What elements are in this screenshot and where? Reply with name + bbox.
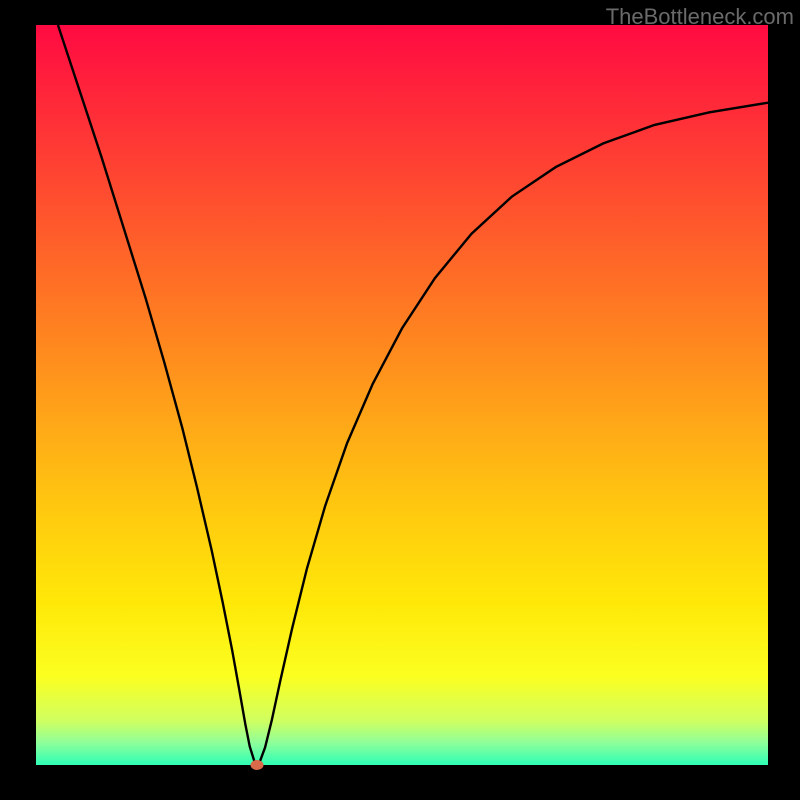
chart-container: TheBottleneck.com xyxy=(0,0,800,800)
optimal-point-marker xyxy=(251,760,264,770)
watermark-text: TheBottleneck.com xyxy=(606,4,794,30)
gradient-background xyxy=(36,25,768,765)
